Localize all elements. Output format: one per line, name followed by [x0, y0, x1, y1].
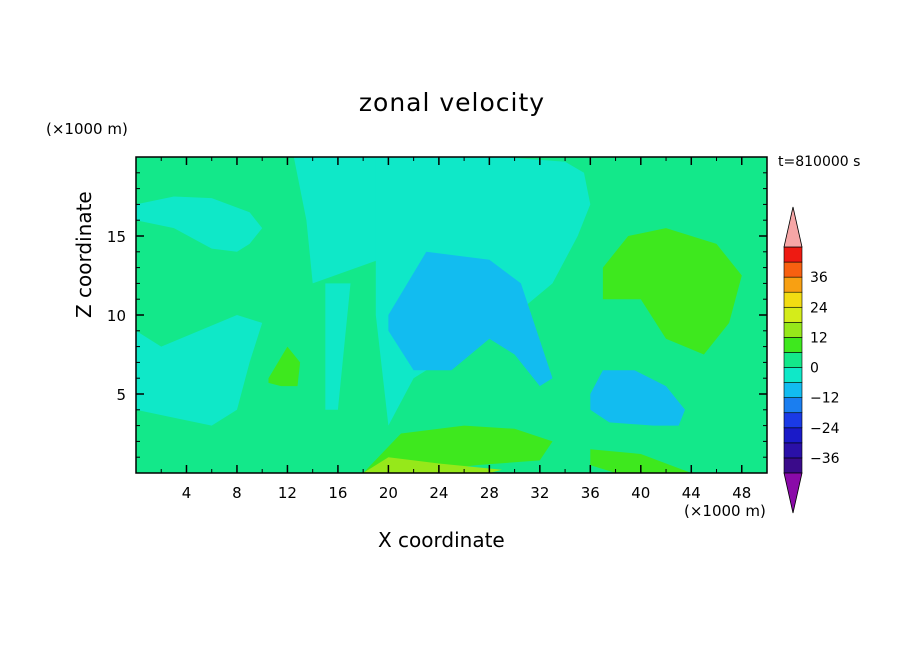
colorbar-label: −36	[810, 451, 840, 467]
colorbar-label: 12	[810, 330, 828, 346]
colorbar-label: 24	[810, 300, 828, 316]
colorbar-band	[783, 337, 803, 353]
y-tick-label: 5	[116, 386, 126, 404]
contour-region-2	[136, 315, 263, 426]
x-axis-label: X coordinate	[378, 528, 505, 552]
x-axis-unit: (×1000 m)	[684, 502, 766, 520]
colorbar-band	[783, 246, 803, 263]
colorbar-band	[783, 427, 803, 444]
x-tick-label: 8	[232, 484, 242, 502]
colorbar-band	[783, 261, 803, 278]
colorbar-band	[783, 306, 803, 323]
y-axis-unit: (×1000 m)	[46, 120, 128, 138]
x-tick-label: 12	[278, 484, 297, 502]
colorbar-band	[783, 457, 803, 474]
colorbar-label: 0	[810, 361, 819, 377]
x-tick-label: 40	[631, 484, 650, 502]
contour-region-10	[590, 449, 692, 473]
colorbar-band	[783, 322, 803, 338]
colorbar-label: −24	[810, 421, 840, 437]
chart-title: zonal velocity	[358, 88, 546, 117]
colorbar: 36 24 12 0 −12 −24 −36	[783, 206, 840, 514]
x-tick-label: 28	[480, 484, 499, 502]
contour-region-11	[363, 457, 502, 473]
colorbar-band	[783, 397, 803, 414]
colorbar-label: 36	[810, 270, 828, 286]
x-tick-label: 20	[379, 484, 398, 502]
x-tick-label: 32	[530, 484, 549, 502]
time-label: t=810000 s	[778, 154, 861, 170]
x-tick-label: 48	[732, 484, 751, 502]
colorbar-band	[783, 382, 803, 398]
x-tick-label: 4	[182, 484, 192, 502]
colorbar-under-arrow	[783, 472, 803, 514]
colorbar-band	[783, 291, 803, 308]
y-axis-label: Z coordinate	[72, 191, 96, 318]
contour-region-4	[136, 196, 263, 252]
colorbar-band	[783, 352, 803, 368]
x-tick-label: 36	[581, 484, 600, 502]
y-tick-label: 10	[107, 307, 126, 325]
contour-region-5	[388, 251, 553, 387]
colorbar-over-arrow	[783, 206, 803, 248]
colorbar-label: −12	[810, 391, 840, 407]
colorbar-band	[783, 412, 803, 429]
colorbar-band	[783, 276, 803, 293]
colorbar-band	[783, 367, 803, 383]
contour-region-6	[590, 370, 685, 426]
contour-field	[136, 157, 742, 473]
contour-region-3	[325, 283, 351, 410]
x-tick-label: 24	[429, 484, 448, 502]
colorbar-band	[783, 442, 803, 459]
x-tick-label: 16	[328, 484, 347, 502]
contour-region-8	[268, 346, 301, 387]
contour-region-7	[602, 228, 742, 355]
y-tick-label: 15	[107, 228, 126, 246]
x-tick-label: 44	[682, 484, 701, 502]
